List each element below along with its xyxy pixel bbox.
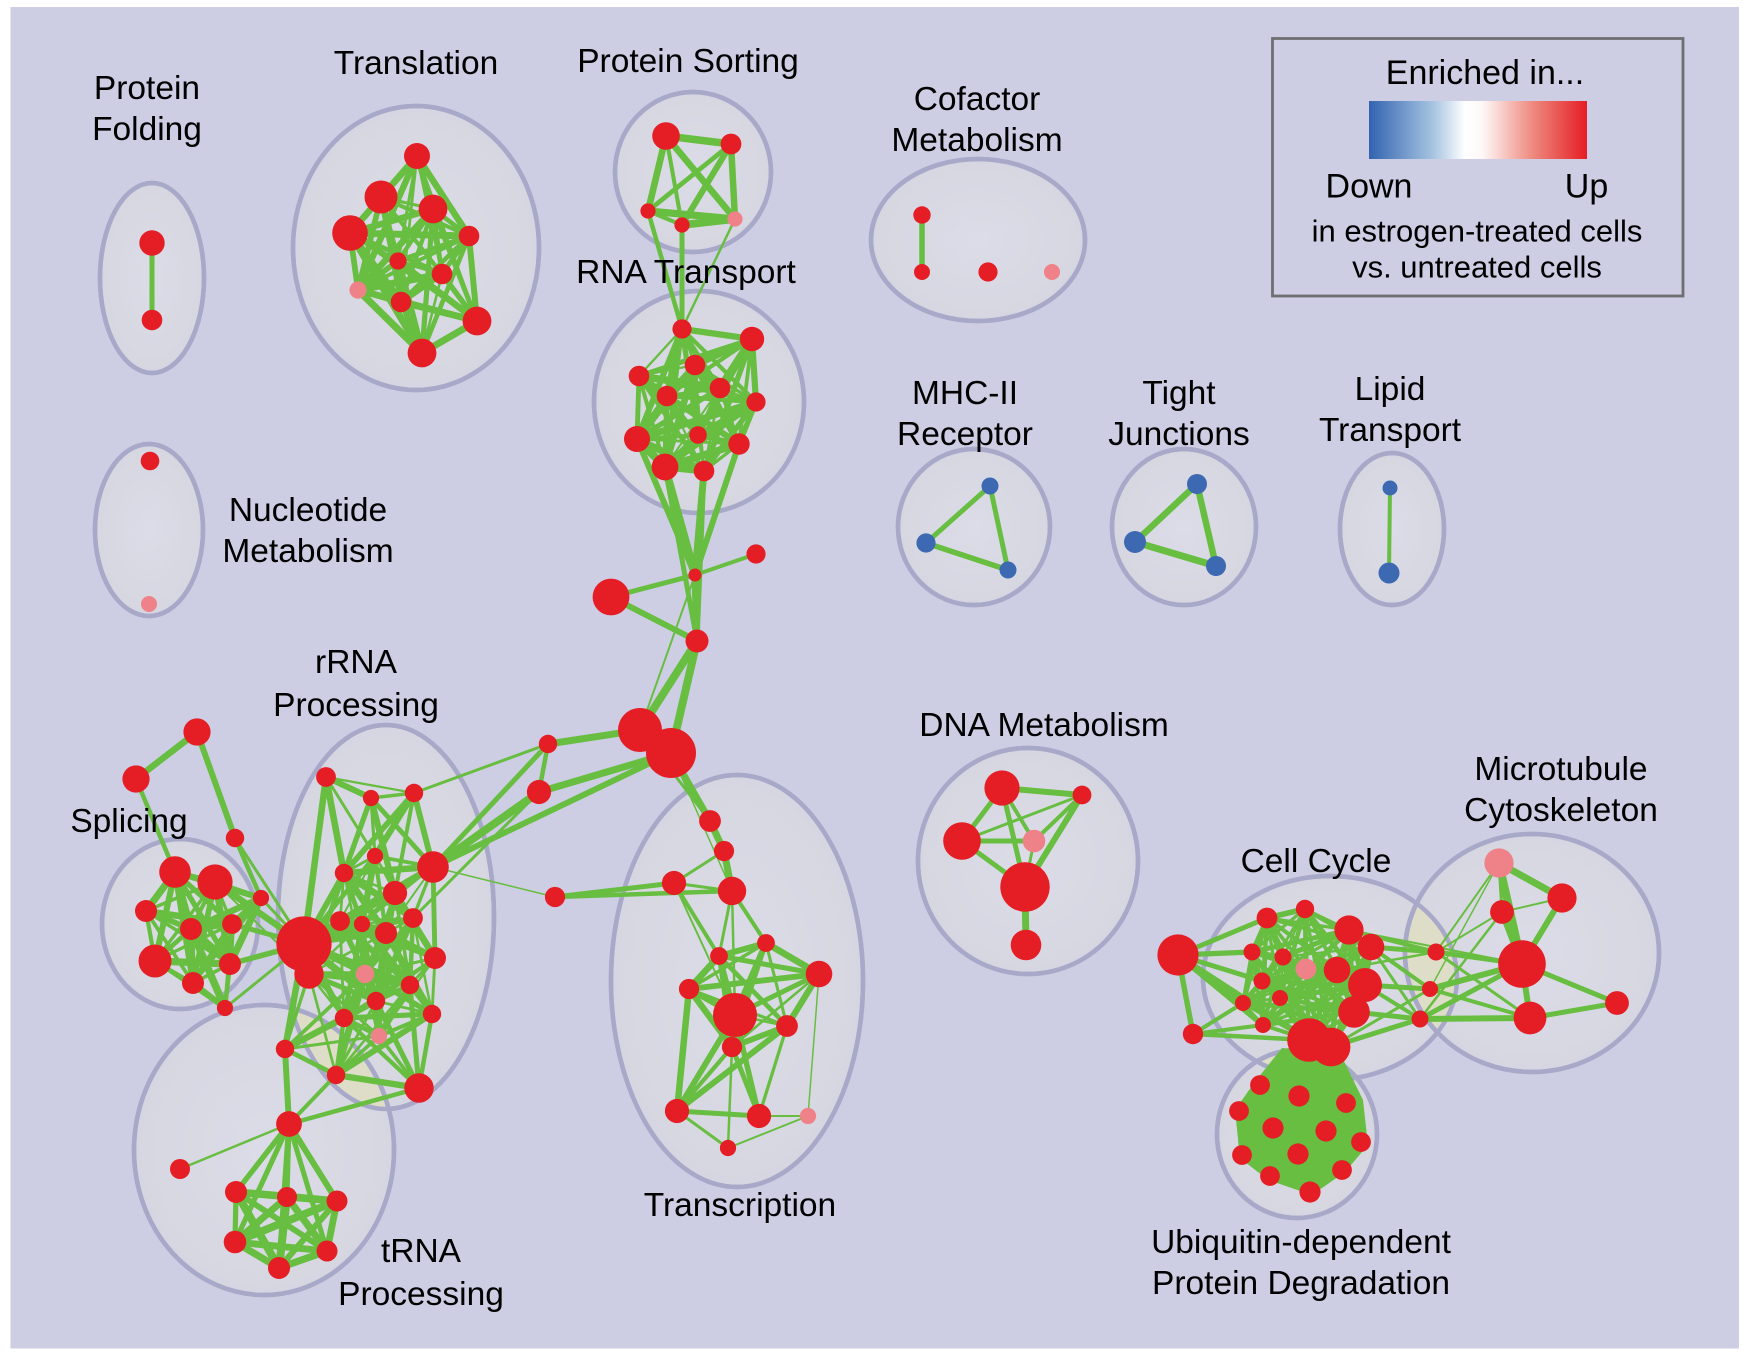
svg-text:in estrogen-treated cells: in estrogen-treated cells — [1312, 214, 1643, 249]
svg-text:Up: Up — [1565, 168, 1608, 206]
svg-text:Cytoskeleton: Cytoskeleton — [1464, 792, 1658, 829]
svg-text:rRNA: rRNA — [315, 644, 398, 681]
svg-text:Protein Degradation: Protein Degradation — [1152, 1265, 1450, 1302]
svg-text:RNA Transport: RNA Transport — [576, 254, 796, 291]
svg-text:Cofactor: Cofactor — [914, 81, 1041, 118]
svg-text:Protein: Protein — [94, 70, 200, 107]
svg-text:Lipid: Lipid — [1355, 371, 1426, 408]
svg-text:Receptor: Receptor — [897, 416, 1033, 453]
svg-text:Transport: Transport — [1319, 412, 1462, 449]
svg-text:Metabolism: Metabolism — [222, 533, 393, 570]
svg-text:Microtubule: Microtubule — [1474, 751, 1647, 788]
svg-text:Translation: Translation — [334, 45, 498, 82]
svg-text:Splicing: Splicing — [70, 803, 187, 840]
svg-text:Ubiquitin-dependent: Ubiquitin-dependent — [1151, 1224, 1452, 1261]
svg-text:Processing: Processing — [273, 687, 439, 724]
svg-text:Processing: Processing — [338, 1276, 504, 1313]
svg-text:Junctions: Junctions — [1108, 416, 1250, 453]
svg-text:Cell Cycle: Cell Cycle — [1241, 843, 1392, 880]
svg-text:Metabolism: Metabolism — [891, 122, 1062, 159]
svg-text:Folding: Folding — [92, 111, 202, 148]
svg-text:Protein Sorting: Protein Sorting — [577, 43, 799, 80]
svg-text:vs. untreated cells: vs. untreated cells — [1352, 249, 1602, 284]
svg-text:Transcription: Transcription — [644, 1187, 836, 1224]
svg-text:Nucleotide: Nucleotide — [229, 492, 387, 529]
svg-text:Enriched in...: Enriched in... — [1386, 54, 1584, 92]
svg-text:MHC-II: MHC-II — [912, 375, 1018, 412]
svg-text:tRNA: tRNA — [381, 1233, 462, 1270]
svg-text:Down: Down — [1326, 168, 1413, 206]
svg-text:Tight: Tight — [1142, 375, 1216, 412]
svg-text:DNA Metabolism: DNA Metabolism — [919, 707, 1168, 744]
